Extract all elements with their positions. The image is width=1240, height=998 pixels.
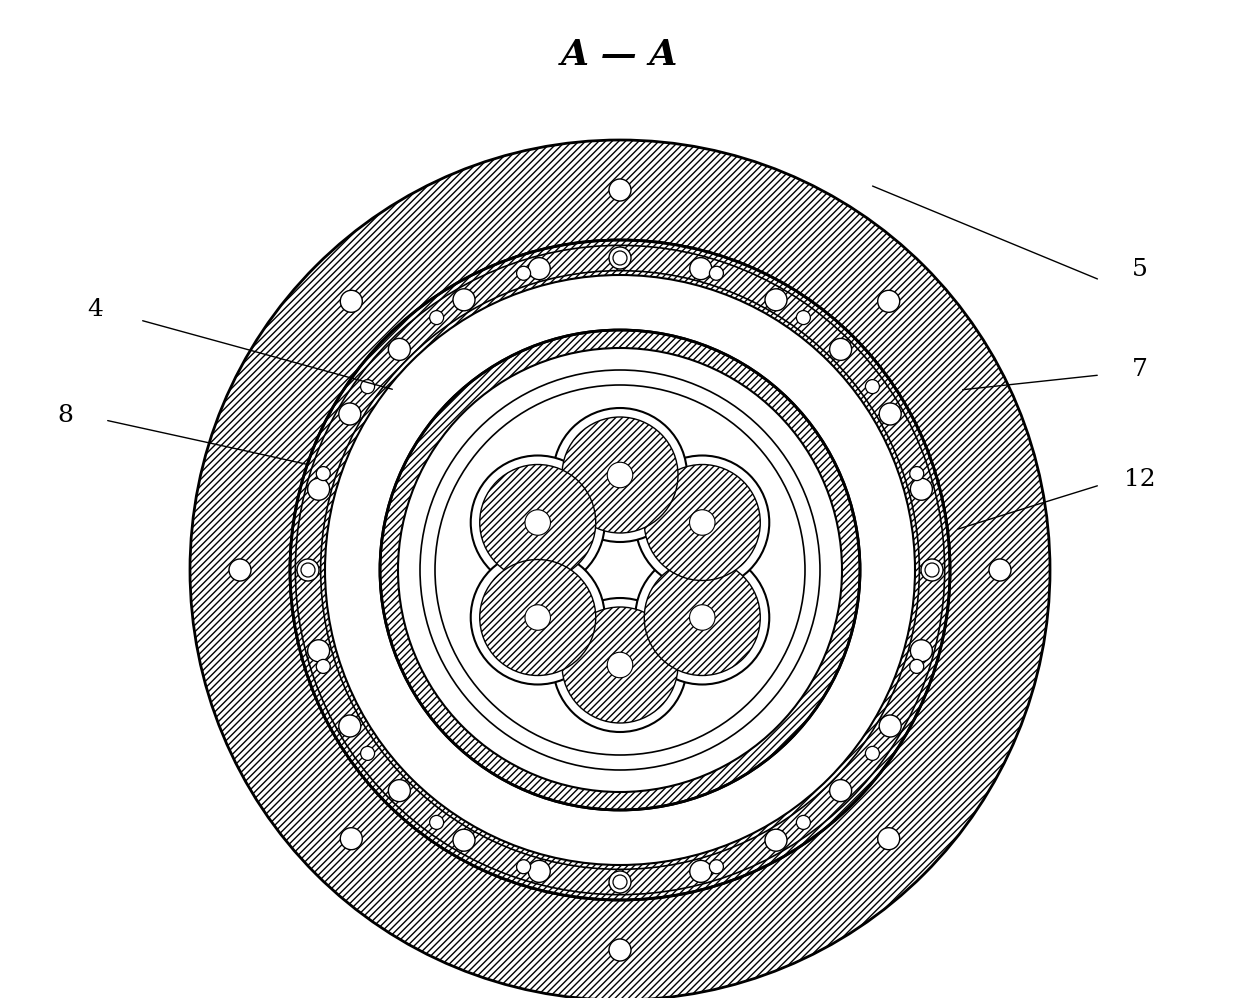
Circle shape xyxy=(609,247,631,269)
Circle shape xyxy=(830,338,852,360)
Circle shape xyxy=(925,563,939,577)
Circle shape xyxy=(765,288,787,310)
Circle shape xyxy=(361,379,374,393)
Circle shape xyxy=(528,257,551,279)
Text: 8: 8 xyxy=(57,403,73,426)
Circle shape xyxy=(480,560,595,676)
Circle shape xyxy=(316,660,330,674)
Circle shape xyxy=(553,408,687,542)
Circle shape xyxy=(229,559,250,581)
Circle shape xyxy=(420,370,820,770)
Circle shape xyxy=(471,551,605,685)
Circle shape xyxy=(308,478,330,500)
Circle shape xyxy=(910,478,932,500)
Circle shape xyxy=(308,640,330,662)
Circle shape xyxy=(709,859,723,873)
Circle shape xyxy=(517,859,531,873)
Circle shape xyxy=(866,379,879,393)
Circle shape xyxy=(645,560,760,676)
Circle shape xyxy=(910,467,924,481)
Circle shape xyxy=(645,464,760,581)
Circle shape xyxy=(635,551,769,685)
Circle shape xyxy=(796,815,811,829)
Circle shape xyxy=(910,660,924,674)
Circle shape xyxy=(339,715,361,737)
Circle shape xyxy=(879,403,901,425)
Text: 12: 12 xyxy=(1125,468,1156,491)
Circle shape xyxy=(453,829,475,851)
Circle shape xyxy=(553,598,687,732)
Circle shape xyxy=(635,455,769,590)
Circle shape xyxy=(290,240,950,900)
Text: 5: 5 xyxy=(1132,258,1148,281)
Circle shape xyxy=(517,266,531,280)
Circle shape xyxy=(429,815,444,829)
Circle shape xyxy=(990,559,1011,581)
Circle shape xyxy=(689,257,712,279)
Circle shape xyxy=(388,338,410,360)
Circle shape xyxy=(301,563,315,577)
Circle shape xyxy=(878,827,900,849)
Circle shape xyxy=(689,605,715,631)
Circle shape xyxy=(608,653,632,678)
Circle shape xyxy=(525,510,551,535)
Circle shape xyxy=(361,747,374,760)
Text: 7: 7 xyxy=(1132,358,1148,381)
Circle shape xyxy=(921,559,942,581)
Circle shape xyxy=(910,640,932,662)
Circle shape xyxy=(562,607,678,723)
Circle shape xyxy=(609,939,631,961)
Circle shape xyxy=(879,715,901,737)
Circle shape xyxy=(316,467,330,481)
Text: 4: 4 xyxy=(87,298,103,321)
Circle shape xyxy=(480,464,595,581)
Circle shape xyxy=(340,827,362,849)
Circle shape xyxy=(609,179,631,201)
Circle shape xyxy=(398,348,842,792)
Text: A — A: A — A xyxy=(562,38,678,72)
Circle shape xyxy=(878,290,900,312)
Circle shape xyxy=(608,462,632,488)
Circle shape xyxy=(379,330,861,810)
Circle shape xyxy=(298,559,319,581)
Circle shape xyxy=(453,288,475,310)
Circle shape xyxy=(325,275,915,865)
Circle shape xyxy=(562,417,678,533)
Circle shape xyxy=(765,829,787,851)
Circle shape xyxy=(609,871,631,893)
Circle shape xyxy=(525,605,551,631)
Circle shape xyxy=(339,403,361,425)
Circle shape xyxy=(528,860,551,882)
Circle shape xyxy=(471,455,605,590)
Circle shape xyxy=(429,310,444,324)
Circle shape xyxy=(388,779,410,801)
Circle shape xyxy=(709,266,723,280)
Circle shape xyxy=(689,860,712,882)
Circle shape xyxy=(190,140,1050,998)
Circle shape xyxy=(340,290,362,312)
Circle shape xyxy=(613,251,627,265)
Circle shape xyxy=(689,510,715,535)
Circle shape xyxy=(613,875,627,889)
Circle shape xyxy=(866,747,879,760)
Circle shape xyxy=(796,310,811,324)
Circle shape xyxy=(830,779,852,801)
